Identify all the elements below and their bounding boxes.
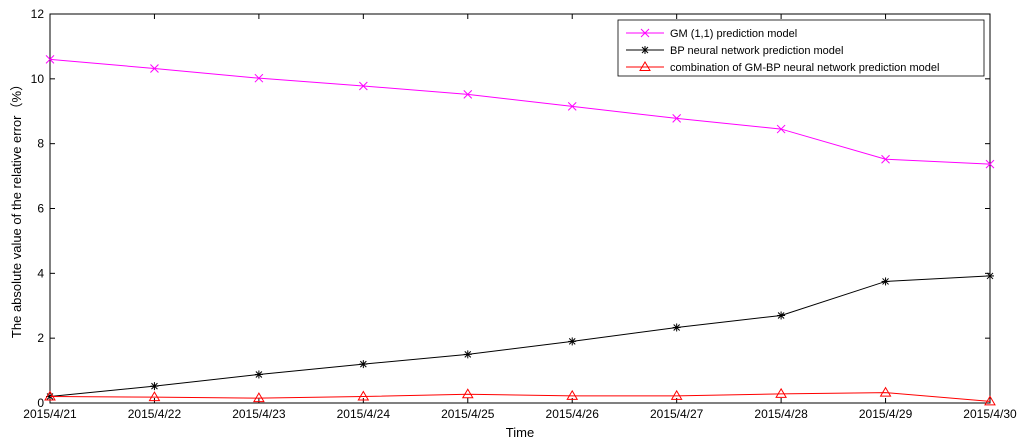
data-point [463, 350, 472, 359]
x-tick-label: 2015/4/27 [650, 407, 704, 421]
x-tick-label: 2015/4/28 [754, 407, 808, 421]
series-3 [44, 386, 996, 406]
data-point [775, 387, 787, 398]
y-axis: 0 2 4 6 8 10 12 [31, 7, 990, 410]
data-point [986, 271, 994, 280]
data-point [670, 389, 683, 400]
legend: GM (1,1) prediction model BP neural netwo… [617, 19, 985, 77]
data-point [358, 81, 368, 91]
legend-label: BP neural network prediction model [670, 45, 843, 57]
data-point [777, 311, 786, 320]
data-point [357, 390, 370, 401]
data-point [985, 159, 995, 169]
data-point [879, 386, 892, 397]
data-point [253, 392, 265, 403]
x-tick-label: 2015/4/24 [337, 407, 391, 421]
y-tick-label: 4 [37, 266, 44, 280]
data-point [672, 323, 681, 332]
legend-label: combination of GM-BP neural network pred… [670, 62, 939, 74]
plot-area [49, 13, 991, 404]
y-tick-label: 0 [37, 396, 44, 410]
data-point [461, 388, 474, 399]
series-layer [44, 55, 996, 406]
data-point [881, 277, 890, 286]
y-tick-label: 2 [37, 331, 44, 345]
data-point [45, 55, 55, 64]
series-1 [45, 55, 995, 169]
data-point [150, 64, 159, 73]
x-tick-label: 2015/4/25 [441, 407, 495, 421]
data-point [984, 395, 996, 406]
y-tick-label: 8 [37, 137, 44, 151]
data-point [639, 61, 651, 71]
series-line [49, 58, 991, 165]
data-point [359, 360, 368, 369]
legend-item: BP neural network prediction model [626, 45, 843, 57]
legend-box [617, 19, 985, 77]
data-point [776, 124, 786, 134]
series-line [49, 392, 991, 402]
legend-item: GM (1,1) prediction model [626, 28, 797, 40]
y-tick-label: 10 [31, 72, 45, 86]
x-tick-label: 2015/4/29 [859, 407, 913, 421]
x-axis-title: Time [506, 425, 534, 440]
series-line [49, 275, 991, 398]
data-point [640, 28, 650, 38]
y-tick-label: 12 [31, 7, 45, 21]
x-axis: 2015/4/21 2015/4/22 2015/4/23 2015/4/24 2015… [23, 14, 1017, 421]
data-point [44, 390, 56, 401]
x-tick-label: 2015/4/21 [23, 407, 77, 421]
data-point [463, 90, 473, 99]
y-tick-label: 6 [37, 202, 44, 216]
data-point [150, 382, 159, 391]
data-point [254, 73, 264, 83]
data-point [641, 46, 649, 54]
data-point [568, 337, 577, 346]
legend-label: GM (1,1) prediction model [670, 28, 797, 40]
data-point [254, 370, 263, 379]
data-point [672, 114, 682, 123]
data-point [148, 391, 161, 402]
y-axis-title: The absolute value of the relative error… [9, 78, 24, 338]
x-tick-label: 2015/4/23 [232, 407, 286, 421]
data-point [881, 154, 890, 164]
x-tick-label: 2015/4/22 [128, 407, 182, 421]
data-point [567, 102, 577, 111]
x-tick-label: 2015/4/26 [546, 407, 600, 421]
x-tick-label: 2015/4/30 [963, 407, 1017, 421]
legend-item: combination of GM-BP neural network pred… [626, 61, 939, 74]
data-point [566, 389, 579, 400]
